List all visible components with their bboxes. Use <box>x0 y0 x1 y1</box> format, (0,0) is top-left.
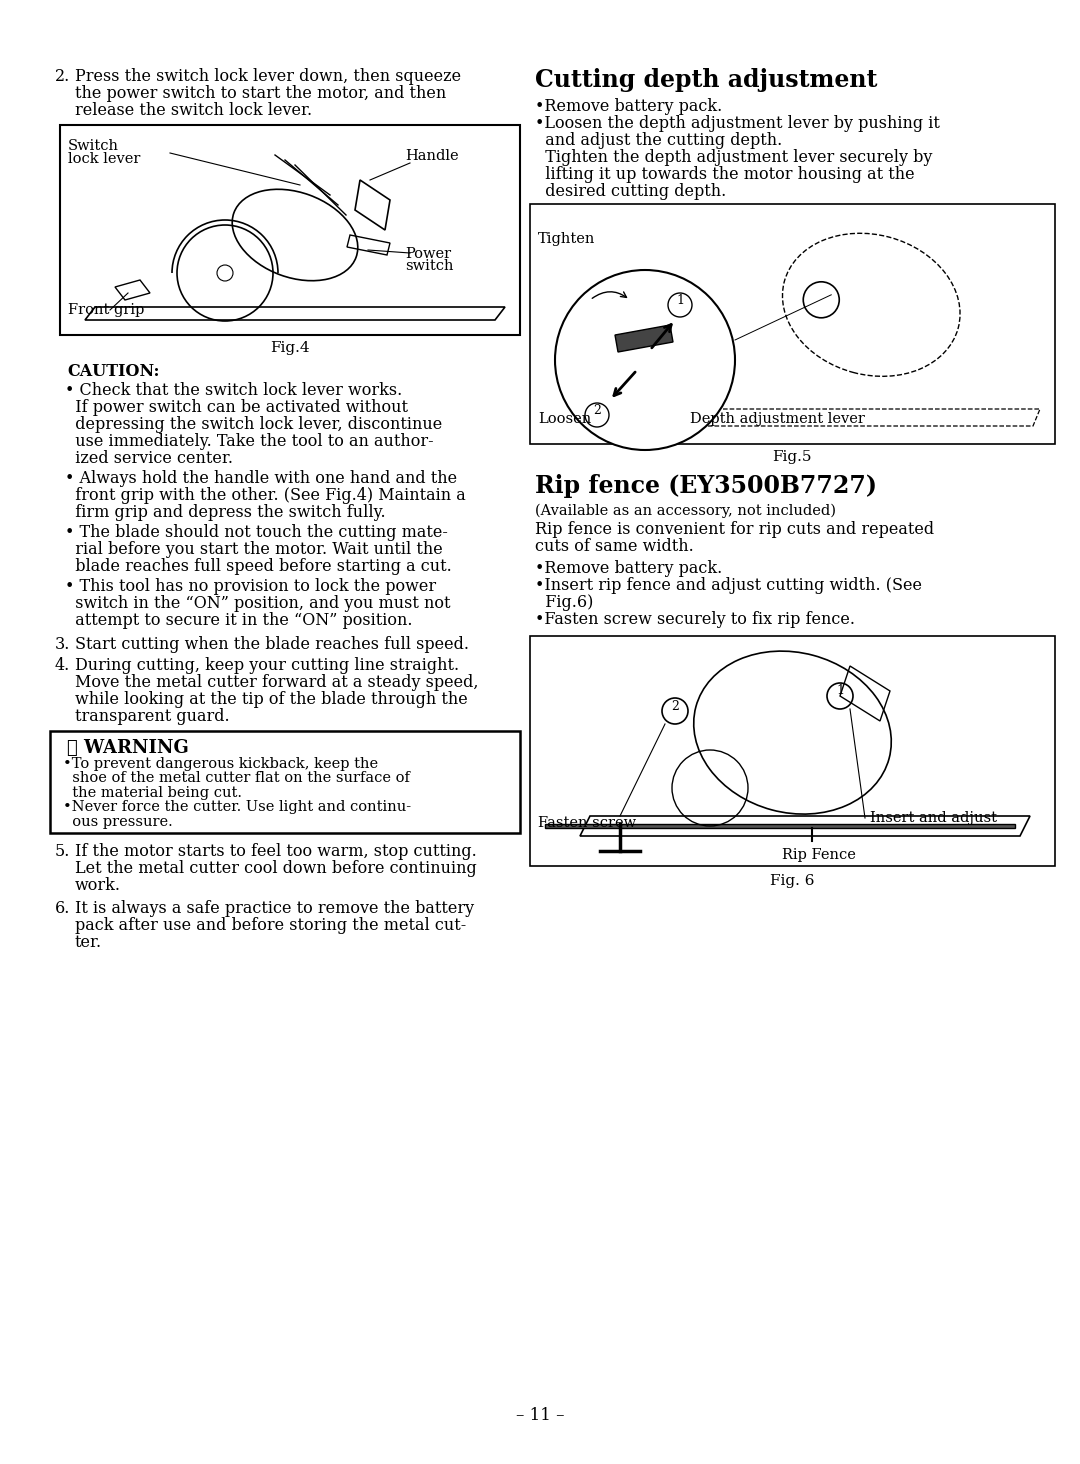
Text: the power switch to start the motor, and then: the power switch to start the motor, and… <box>75 85 446 102</box>
Text: 6.: 6. <box>55 900 70 916</box>
Polygon shape <box>545 824 1015 829</box>
Text: CAUTION:: CAUTION: <box>67 363 160 381</box>
Text: • This tool has no provision to lock the power: • This tool has no provision to lock the… <box>65 578 436 594</box>
Text: lock lever: lock lever <box>68 152 140 165</box>
Bar <box>50 731 519 833</box>
Text: It is always a safe practice to remove the battery: It is always a safe practice to remove t… <box>75 900 474 916</box>
Text: Start cutting when the blade reaches full speed.: Start cutting when the blade reaches ful… <box>75 635 469 653</box>
Text: and adjust the cutting depth.: and adjust the cutting depth. <box>535 132 782 149</box>
Text: front grip with the other. (See Fig.4) Maintain a: front grip with the other. (See Fig.4) M… <box>65 488 465 504</box>
Text: •Loosen the depth adjustment lever by pushing it: •Loosen the depth adjustment lever by pu… <box>535 116 940 132</box>
Text: 2: 2 <box>593 404 600 416</box>
Text: •Fasten screw securely to fix rip fence.: •Fasten screw securely to fix rip fence. <box>535 610 855 628</box>
Text: Press the switch lock lever down, then squeeze: Press the switch lock lever down, then s… <box>75 67 461 85</box>
Text: 1: 1 <box>836 685 843 697</box>
Text: release the switch lock lever.: release the switch lock lever. <box>75 102 312 119</box>
Text: Tighten the depth adjustment lever securely by: Tighten the depth adjustment lever secur… <box>535 149 932 165</box>
Text: rial before you start the motor. Wait until the: rial before you start the motor. Wait un… <box>65 542 443 558</box>
Text: Loosen: Loosen <box>538 411 591 426</box>
Text: switch: switch <box>405 259 454 272</box>
Text: use immediately. Take the tool to an author-: use immediately. Take the tool to an aut… <box>65 433 434 449</box>
Text: • Always hold the handle with one hand and the: • Always hold the handle with one hand a… <box>65 470 457 488</box>
Text: Depth adjustment lever: Depth adjustment lever <box>690 411 865 426</box>
Text: the material being cut.: the material being cut. <box>63 786 242 799</box>
Text: If the motor starts to feel too warm, stop cutting.: If the motor starts to feel too warm, st… <box>75 843 476 859</box>
Text: Switch: Switch <box>68 139 119 154</box>
Text: desired cutting depth.: desired cutting depth. <box>535 183 726 201</box>
Text: Handle: Handle <box>405 149 459 163</box>
Text: switch in the “ON” position, and you must not: switch in the “ON” position, and you mus… <box>65 594 450 612</box>
Text: Rip fence (EY3500B7727): Rip fence (EY3500B7727) <box>535 474 877 498</box>
Text: • The blade should not touch the cutting mate-: • The blade should not touch the cutting… <box>65 524 448 542</box>
Text: 4.: 4. <box>55 657 70 673</box>
Text: 2: 2 <box>671 700 679 713</box>
Circle shape <box>585 403 609 427</box>
Text: 3.: 3. <box>55 635 70 653</box>
Text: ous pressure.: ous pressure. <box>63 815 173 829</box>
Text: while looking at the tip of the blade through the: while looking at the tip of the blade th… <box>75 691 468 709</box>
Text: During cutting, keep your cutting line straight.: During cutting, keep your cutting line s… <box>75 657 459 673</box>
Text: depressing the switch lock lever, discontinue: depressing the switch lock lever, discon… <box>65 416 442 433</box>
Text: cuts of same width.: cuts of same width. <box>535 537 693 555</box>
Text: If power switch can be activated without: If power switch can be activated without <box>65 400 408 416</box>
Text: work.: work. <box>75 877 121 895</box>
Text: Cutting depth adjustment: Cutting depth adjustment <box>535 67 877 92</box>
Text: 1: 1 <box>676 293 684 306</box>
Text: (Available as an accessory, not included): (Available as an accessory, not included… <box>535 504 836 518</box>
Text: pack after use and before storing the metal cut-: pack after use and before storing the me… <box>75 916 467 934</box>
Text: Front grip: Front grip <box>68 303 145 318</box>
Bar <box>530 635 1055 867</box>
Text: ⚠ WARNING: ⚠ WARNING <box>67 739 189 757</box>
Text: •Never force the cutter. Use light and continu-: •Never force the cutter. Use light and c… <box>63 801 411 814</box>
Text: 2.: 2. <box>55 67 70 85</box>
Text: Let the metal cutter cool down before continuing: Let the metal cutter cool down before co… <box>75 859 476 877</box>
Text: •To prevent dangerous kickback, keep the: •To prevent dangerous kickback, keep the <box>63 757 378 772</box>
Text: Fig. 6: Fig. 6 <box>770 874 814 889</box>
Text: lifting it up towards the motor housing at the: lifting it up towards the motor housing … <box>535 165 915 183</box>
Text: – 11 –: – 11 – <box>516 1407 564 1424</box>
Bar <box>60 124 519 335</box>
Text: Fasten screw: Fasten screw <box>538 815 636 830</box>
Text: blade reaches full speed before starting a cut.: blade reaches full speed before starting… <box>65 558 451 575</box>
Bar <box>530 203 1055 444</box>
Text: Rip Fence: Rip Fence <box>782 848 855 862</box>
Circle shape <box>669 293 692 318</box>
Text: • Check that the switch lock lever works.: • Check that the switch lock lever works… <box>65 382 402 400</box>
Text: shoe of the metal cutter flat on the surface of: shoe of the metal cutter flat on the sur… <box>63 772 410 786</box>
Text: 5.: 5. <box>55 843 70 859</box>
Text: Insert and adjust: Insert and adjust <box>870 811 997 826</box>
Text: ter.: ter. <box>75 934 103 952</box>
Text: firm grip and depress the switch fully.: firm grip and depress the switch fully. <box>65 504 386 521</box>
Text: Fig.4: Fig.4 <box>270 341 310 354</box>
Text: Move the metal cutter forward at a steady speed,: Move the metal cutter forward at a stead… <box>75 673 478 691</box>
Text: •Remove battery pack.: •Remove battery pack. <box>535 98 723 116</box>
Polygon shape <box>615 325 673 351</box>
Text: •Remove battery pack.: •Remove battery pack. <box>535 561 723 577</box>
Text: Tighten: Tighten <box>538 231 595 246</box>
Text: Power: Power <box>405 247 451 261</box>
Circle shape <box>555 269 735 449</box>
Text: transparent guard.: transparent guard. <box>75 709 230 725</box>
Text: •Insert rip fence and adjust cutting width. (See: •Insert rip fence and adjust cutting wid… <box>535 577 922 594</box>
Text: ized service center.: ized service center. <box>65 449 233 467</box>
Text: Fig.6): Fig.6) <box>535 594 593 610</box>
Text: Rip fence is convenient for rip cuts and repeated: Rip fence is convenient for rip cuts and… <box>535 521 934 537</box>
Text: attempt to secure it in the “ON” position.: attempt to secure it in the “ON” positio… <box>65 612 413 630</box>
Text: Fig.5: Fig.5 <box>772 449 812 464</box>
